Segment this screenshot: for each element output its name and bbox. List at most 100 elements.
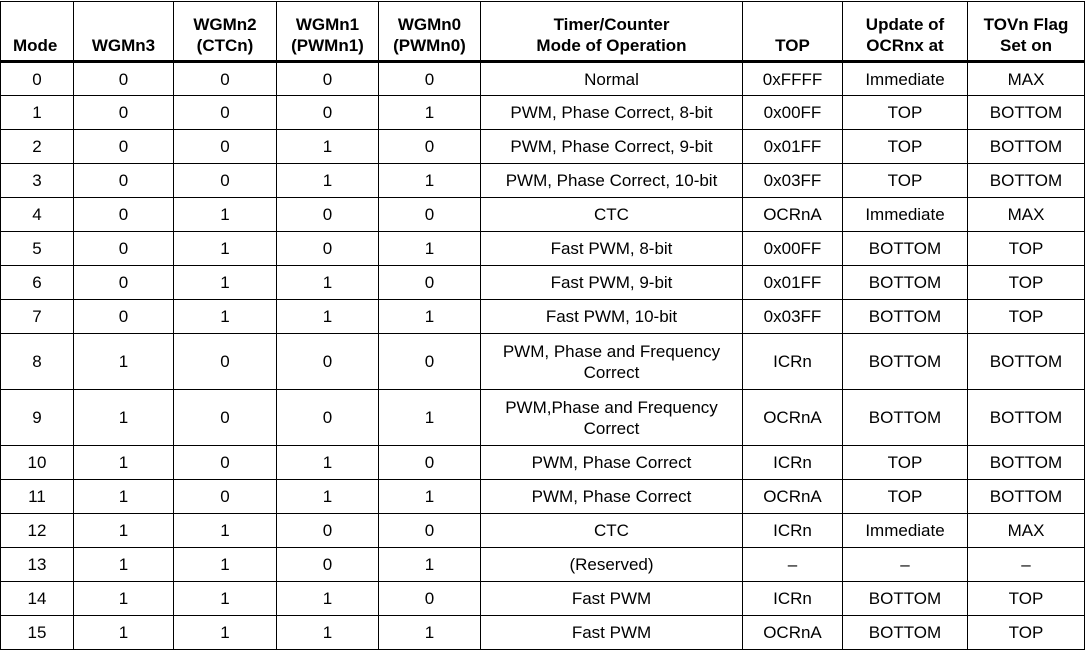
update-cell: TOP (842, 95, 968, 130)
mode-of-operation-cell: PWM, Phase Correct (480, 479, 743, 514)
header-wgm2-line2: (CTCn) (196, 36, 254, 55)
header-op-line2: Mode of Operation (536, 36, 687, 55)
table-row: 4 0 1 0 0 CTC OCRnA Immediate MAX (0, 197, 1085, 232)
mode-of-operation-cell: PWM, Phase and Frequency Correct (480, 333, 743, 390)
tov-flag-cell: BOTTOM (967, 479, 1085, 514)
wgm1-cell: 1 (276, 265, 379, 300)
header-tov-line2: Set on (1000, 36, 1052, 55)
wgm3-cell: 1 (73, 547, 174, 582)
header-wgm3: WGMn3 (73, 1, 174, 63)
wgm1-cell: 1 (276, 479, 379, 514)
tov-flag-cell: TOP (967, 615, 1085, 650)
wgm1-cell: 0 (276, 513, 379, 548)
table-row: 13 1 1 0 1 (Reserved) – – – (0, 547, 1085, 582)
update-cell: TOP (842, 163, 968, 198)
mode-of-operation-cell: (Reserved) (480, 547, 743, 582)
header-wgm1-line2: (PWMn1) (291, 36, 364, 55)
mode-of-operation-cell: PWM,Phase and Frequency Correct (480, 389, 743, 446)
tov-flag-cell: MAX (967, 61, 1085, 96)
wgm1-cell: 1 (276, 615, 379, 650)
wgm2-cell: 0 (173, 445, 277, 480)
mode-cell: 4 (0, 197, 74, 232)
top-cell: OCRnA (742, 615, 843, 650)
mode-cell: 13 (0, 547, 74, 582)
wgm1-cell: 0 (276, 231, 379, 266)
wgm2-cell: 1 (173, 231, 277, 266)
tov-flag-cell: TOP (967, 265, 1085, 300)
wgm2-cell: 0 (173, 95, 277, 130)
wgm3-cell: 1 (73, 581, 174, 616)
header-mode: Mode (0, 1, 74, 63)
top-cell: 0x00FF (742, 231, 843, 266)
mode-cell: 15 (0, 615, 74, 650)
header-wgm0: WGMn0 (PWMn0) (378, 1, 481, 63)
top-cell: 0x01FF (742, 265, 843, 300)
top-cell: OCRnA (742, 197, 843, 232)
top-cell: – (742, 547, 843, 582)
header-update-line2: OCRnx at (866, 36, 944, 55)
wgm3-cell: 0 (73, 129, 174, 164)
wgm3-cell: 1 (73, 445, 174, 480)
wgm0-cell: 0 (378, 333, 481, 390)
mode-of-operation-cell: PWM, Phase Correct, 8-bit (480, 95, 743, 130)
wgm3-cell: 0 (73, 231, 174, 266)
wgm0-cell: 0 (378, 513, 481, 548)
mode-cell: 8 (0, 333, 74, 390)
update-cell: Immediate (842, 61, 968, 96)
mode-cell: 2 (0, 129, 74, 164)
top-cell: ICRn (742, 513, 843, 548)
wgm3-cell: 0 (73, 95, 174, 130)
wgm3-cell: 0 (73, 265, 174, 300)
wgm1-cell: 1 (276, 129, 379, 164)
top-cell: 0x01FF (742, 129, 843, 164)
top-cell: 0xFFFF (742, 61, 843, 96)
wgm1-cell: 1 (276, 163, 379, 198)
tov-flag-cell: TOP (967, 231, 1085, 266)
update-cell: Immediate (842, 513, 968, 548)
tov-flag-cell: TOP (967, 581, 1085, 616)
update-cell: BOTTOM (842, 389, 968, 446)
wgm3-cell: 0 (73, 299, 174, 334)
top-cell: 0x03FF (742, 299, 843, 334)
mode-cell: 11 (0, 479, 74, 514)
update-cell: Immediate (842, 197, 968, 232)
wgm0-cell: 0 (378, 445, 481, 480)
header-wgm1: WGMn1 (PWMn1) (276, 1, 379, 63)
wgm1-cell: 0 (276, 61, 379, 96)
mode-cell: 0 (0, 61, 74, 96)
tov-flag-cell: MAX (967, 513, 1085, 548)
wgm1-cell: 1 (276, 581, 379, 616)
wgm0-cell: 1 (378, 389, 481, 446)
top-cell: 0x03FF (742, 163, 843, 198)
mode-of-operation-cell: Normal (480, 61, 743, 96)
wgm0-cell: 1 (378, 547, 481, 582)
tov-flag-cell: BOTTOM (967, 163, 1085, 198)
wgm0-cell: 1 (378, 615, 481, 650)
table-row: 8 1 0 0 0 PWM, Phase and Frequency Correct ICR… (0, 333, 1085, 390)
tov-flag-cell: BOTTOM (967, 95, 1085, 130)
wgm2-cell: 0 (173, 61, 277, 96)
header-wgm1-line1: WGMn1 (295, 15, 360, 34)
mode-of-operation-cell: PWM, Phase Correct, 10-bit (480, 163, 743, 198)
wgm2-cell: 0 (173, 389, 277, 446)
wgm2-cell: 0 (173, 333, 277, 390)
tov-flag-cell: MAX (967, 197, 1085, 232)
table-row: 7 0 1 1 1 Fast PWM, 10-bit 0x03FF BOTTOM TOP (0, 299, 1085, 334)
mode-of-operation-cell: Fast PWM, 9-bit (480, 265, 743, 300)
header-tovn-flag: TOVn Flag Set on (967, 1, 1085, 63)
mode-of-operation-cell: Fast PWM (480, 581, 743, 616)
header-wgm0-line1: WGMn0 (397, 15, 462, 34)
header-op-line1: Timer/Counter (553, 15, 670, 34)
wgm0-cell: 1 (378, 299, 481, 334)
header-top: TOP (742, 1, 843, 63)
header-wgm0-line2: (PWMn0) (393, 36, 466, 55)
mode-cell: 14 (0, 581, 74, 616)
tov-flag-cell: – (967, 547, 1085, 582)
tov-flag-cell: BOTTOM (967, 445, 1085, 480)
top-cell: ICRn (742, 581, 843, 616)
wgm2-cell: 0 (173, 163, 277, 198)
table-row: 15 1 1 1 1 Fast PWM OCRnA BOTTOM TOP (0, 615, 1085, 650)
wgm0-cell: 0 (378, 129, 481, 164)
top-cell: OCRnA (742, 479, 843, 514)
